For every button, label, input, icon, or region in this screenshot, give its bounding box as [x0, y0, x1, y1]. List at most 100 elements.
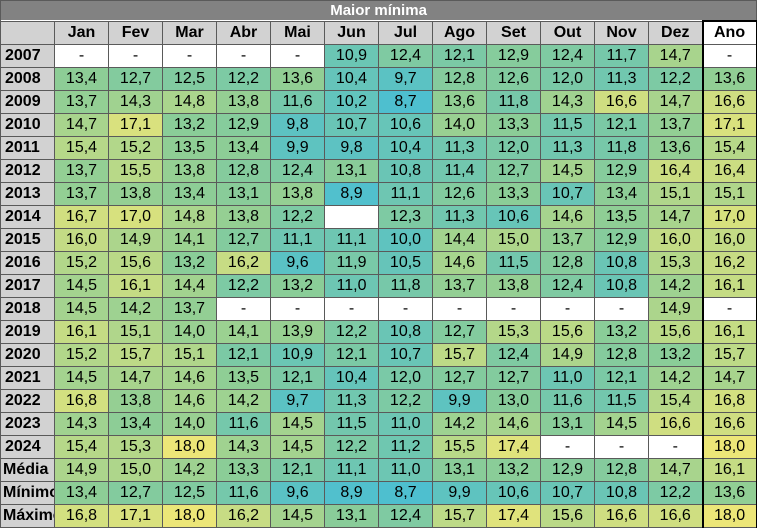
summary-label: Mínimo [0, 481, 55, 505]
summary-cell: 9,9 [432, 481, 487, 505]
table-cell: 12,5 [162, 67, 217, 91]
summary-cell: 18,0 [162, 504, 217, 528]
table-cell: - [324, 297, 379, 321]
table-cell: 13,2 [648, 343, 703, 367]
table-cell: 12,4 [486, 343, 541, 367]
summary-cell: 15,6 [540, 504, 595, 528]
table-cell: 12,7 [108, 67, 163, 91]
table-cell: 13,7 [54, 90, 109, 114]
table-cell: 12,1 [324, 343, 379, 367]
table-cell: 13,6 [648, 136, 703, 160]
table-cell: - [108, 44, 163, 68]
table-cell: 10,7 [378, 343, 433, 367]
summary-cell: 12,1 [270, 458, 325, 482]
table-cell: 13,7 [54, 182, 109, 206]
table-cell: 14,4 [432, 228, 487, 252]
table-cell: 14,9 [540, 343, 595, 367]
table-cell: 12,4 [270, 159, 325, 183]
table-row: 2013 13,7 13,8 13,4 13,1 13,8 8,9 11,1 12,6 13,3 1… [0, 182, 757, 206]
table-cell: 16,6 [648, 412, 703, 436]
column-header: Mai [270, 20, 325, 45]
table-cell: 12,4 [378, 44, 433, 68]
table-cell: 14,5 [540, 159, 595, 183]
table-cell: - [648, 435, 703, 459]
table-cell: 13,7 [162, 297, 217, 321]
table-cell: 14,7 [648, 90, 703, 114]
table-cell: 14,6 [162, 389, 217, 413]
table-cell: 11,8 [486, 90, 541, 114]
table-row: 2017 14,5 16,1 14,4 12,2 13,2 11,0 11,8 13,7 13,8… [0, 274, 757, 298]
summary-row: Máximo16,817,118,016,214,513,112,415,717… [0, 504, 757, 528]
row-label: 2009 [0, 90, 55, 114]
table-cell: 16,7 [54, 205, 109, 229]
table-cell: 16,1 [54, 320, 109, 344]
table-cell: 10,2 [324, 90, 379, 114]
table-cell: 14,5 [54, 274, 109, 298]
table-row: 2015 16,0 14,9 14,1 12,7 11,1 11,1 10,0 14,4 15,0… [0, 228, 757, 252]
table-cell: 14,6 [432, 251, 487, 275]
table-cell: 13,4 [594, 182, 649, 206]
table-cell: 14,0 [432, 113, 487, 137]
table-cell: 16,8 [701, 389, 757, 413]
table-cell: 9,6 [270, 251, 325, 275]
column-header: Set [486, 20, 541, 45]
row-label: 2018 [0, 297, 55, 321]
table-cell: 13,5 [216, 366, 271, 390]
row-label: 2021 [0, 366, 55, 390]
summary-cell: 12,2 [648, 481, 703, 505]
table-cell: 14,5 [54, 297, 109, 321]
table-cell: 15,0 [486, 228, 541, 252]
row-label: 2024 [0, 435, 55, 459]
table-cell: 10,8 [594, 274, 649, 298]
table-cell: 9,8 [324, 136, 379, 160]
summary-cell: 13,6 [701, 481, 757, 505]
table-cell: - [432, 297, 487, 321]
table-cell: 10,8 [378, 320, 433, 344]
column-header: Out [540, 20, 595, 45]
table-cell: 13,6 [701, 67, 757, 91]
summary-cell: 16,8 [54, 504, 109, 528]
table-cell: - [594, 435, 649, 459]
table-cell: 10,8 [594, 251, 649, 275]
table-cell: - [162, 44, 217, 68]
table-cell: - [540, 297, 595, 321]
table-cell: - [701, 44, 757, 68]
table-cell: 16,8 [54, 389, 109, 413]
table-cell: 15,1 [648, 182, 703, 206]
table-cell: 11,0 [540, 366, 595, 390]
table-cell: 12,0 [540, 67, 595, 91]
column-header: Fev [108, 20, 163, 45]
row-label: 2014 [0, 205, 55, 229]
table-cell: 10,8 [378, 159, 433, 183]
table-cell: 16,6 [701, 412, 757, 436]
summary-cell: 10,8 [594, 481, 649, 505]
table-cell: 17,4 [486, 435, 541, 459]
table-cell: - [270, 297, 325, 321]
summary-cell: 12,4 [378, 504, 433, 528]
table-cell: 14,7 [108, 366, 163, 390]
table-cell: 14,2 [108, 297, 163, 321]
table-cell: - [486, 297, 541, 321]
table-cell: 12,7 [432, 366, 487, 390]
summary-row: Média 14,9 15,0 14,2 13,3 12,1 11,1 11,0 13,1 13,… [0, 458, 757, 482]
table-cell [324, 205, 379, 229]
table-cell: - [54, 44, 109, 68]
table-cell: 13,1 [540, 412, 595, 436]
summary-cell: 10,7 [540, 481, 595, 505]
table-cell: 13,8 [108, 389, 163, 413]
table-cell: 11,5 [324, 412, 379, 436]
summary-cell: 14,9 [54, 458, 109, 482]
table-cell: 10,4 [378, 136, 433, 160]
table-cell: 12,0 [378, 366, 433, 390]
table-cell: 14,4 [162, 274, 217, 298]
table-cell: 13,6 [270, 67, 325, 91]
table-row: 2010 14,7 17,1 13,2 12,9 9,8 10,7 10,6 14,0 13,3 1… [0, 113, 757, 137]
table-cell: 13,7 [648, 113, 703, 137]
table-cell: 13,8 [162, 159, 217, 183]
table-cell: 16,6 [594, 90, 649, 114]
table-cell: 15,2 [54, 343, 109, 367]
summary-cell: 13,1 [324, 504, 379, 528]
table-cell: 13,4 [54, 67, 109, 91]
table-cell: 14,6 [162, 366, 217, 390]
table-cell: 12,9 [486, 44, 541, 68]
